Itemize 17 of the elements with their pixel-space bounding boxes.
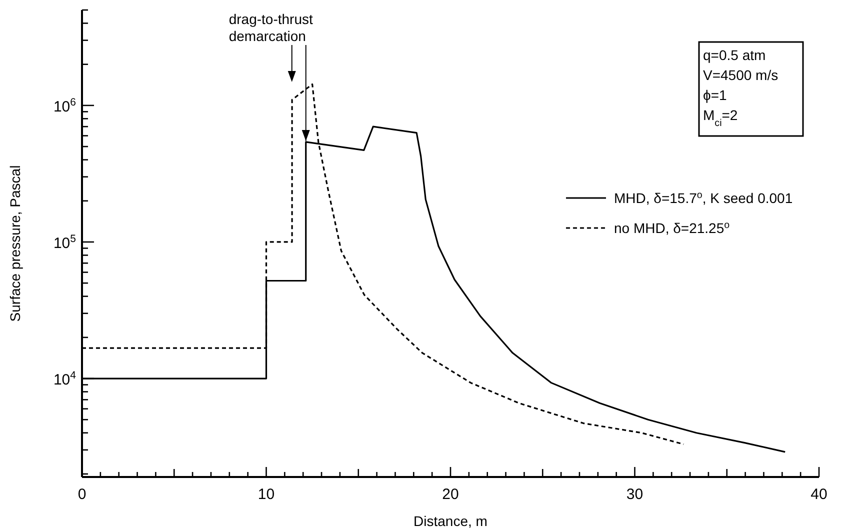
y-tick-label: 10$^{6}$ (53, 96, 76, 116)
x-tick-label: 0 (78, 486, 86, 503)
x-tick-label: 30 (626, 486, 644, 503)
legend-label: no MHD, δ=21.25$^{o}$ (614, 220, 730, 236)
annotation: M$_{ci}$=2 (703, 107, 738, 128)
y-tick-label: 10$^{4}$ (53, 370, 76, 389)
annotation: q=0.5 atm (703, 47, 766, 63)
annotation: drag-to-thrust demarcation (228, 11, 314, 44)
x-axis-title: Distance, m (414, 513, 488, 529)
legend-label: MHD, δ=15.7$^{o}$, K seed 0.001 (614, 190, 793, 206)
y-axis-title: Surface pressure, Pascal (7, 165, 23, 322)
annotation: V=4500 m/s (703, 67, 778, 83)
x-tick-label: 10 (258, 486, 275, 503)
x-tick-label: 20 (442, 486, 459, 503)
x-tick-label: 40 (810, 486, 828, 503)
annotation: ϕ=1 (703, 87, 728, 103)
y-tick-label: 10$^{5}$ (53, 232, 76, 252)
